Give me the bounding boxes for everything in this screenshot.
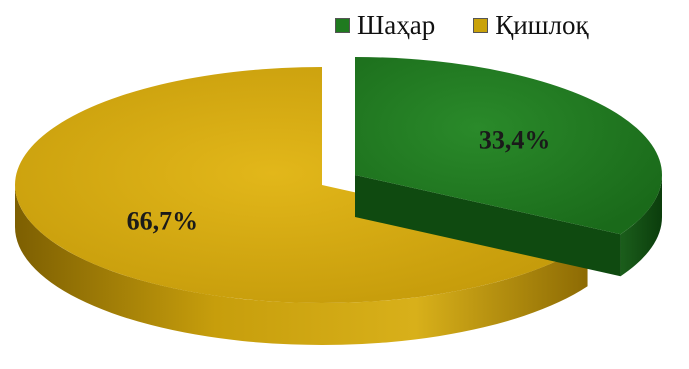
legend-swatch-shahar — [335, 18, 350, 33]
pie-slice-cut-face-shahar — [355, 175, 621, 277]
data-label-shahar: 33,4% — [479, 126, 551, 155]
chart-legend: Шаҳар Қишлоқ — [335, 10, 589, 41]
pie-slice-side-shahar — [620, 175, 662, 277]
legend-label-shahar: Шаҳар — [357, 10, 436, 40]
legend-label-qishloq: Қишлоқ — [495, 10, 589, 40]
data-label-qishloq: 66,7% — [127, 206, 199, 235]
legend-item-shahar: Шаҳар — [335, 10, 435, 41]
pie-slice-side-qishloq — [15, 185, 588, 345]
pie-slice-qishloq — [14, 67, 588, 345]
pie-slice-shahar — [355, 57, 662, 277]
pie-slice-top-qishloq — [14, 67, 588, 304]
legend-swatch-qishloq — [473, 18, 489, 33]
pie-slices — [14, 57, 662, 345]
legend-item-qishloq: Қишлоқ — [473, 10, 589, 41]
pie-data-labels: 66,7% 33,4% — [127, 126, 551, 236]
pie-slice-top-shahar — [355, 57, 662, 235]
